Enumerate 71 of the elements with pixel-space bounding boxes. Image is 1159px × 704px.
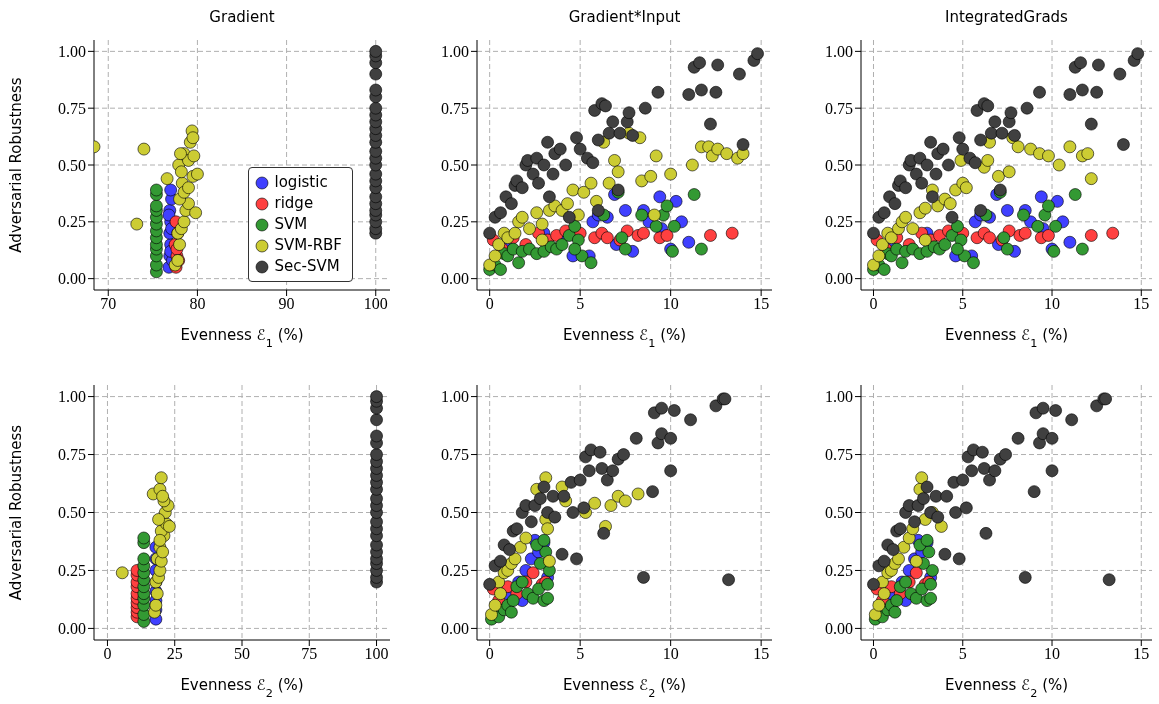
x-tick-label: 10 (1044, 295, 1061, 313)
y-tick-label: 1.00 (825, 43, 853, 61)
y-tick-label: 0.00 (441, 620, 469, 638)
x-tick-label: 50 (234, 645, 250, 663)
y-tick-label: 0.75 (58, 446, 86, 464)
y-tick-label: 0.00 (58, 620, 86, 638)
y-tick-label: 0.25 (441, 562, 469, 580)
y-tick-label: 0.00 (441, 270, 469, 288)
y-tick-label: 1.00 (441, 43, 469, 61)
y-tick-label: 0.00 (825, 620, 853, 638)
x-tick-label: 0 (485, 645, 494, 663)
y-tick-label: 0.75 (441, 99, 469, 117)
chart-title: Gradient (208, 8, 276, 26)
x-tick-label: 100 (364, 645, 389, 663)
x-tick-label: 100 (363, 295, 388, 313)
x-tick-label: 90 (278, 295, 295, 313)
x-tick-label: 0 (103, 645, 112, 663)
x-tick-label: 5 (576, 295, 585, 313)
y-tick-label: 0.50 (825, 156, 853, 174)
y-tick-label: 0.00 (825, 270, 853, 288)
y-tick-label: 0.25 (825, 562, 853, 580)
chart-title: Gradient*Input (567, 8, 682, 26)
y-tick-label: 0.75 (825, 99, 853, 117)
legend-label: SVM-RBF (274, 235, 342, 256)
x-tick-label: 10 (662, 295, 679, 313)
x-axis-title: Evenness ℰ$_{2}$ (%) (944, 676, 1069, 700)
x-tick-label: 25 (166, 645, 183, 663)
y-tick-label: 0.25 (825, 213, 853, 231)
y-tick-label: 0.00 (58, 270, 86, 288)
legend-label: ridge (274, 193, 314, 214)
x-tick-label: 15 (753, 645, 770, 663)
y-tick-label: 0.75 (58, 99, 86, 117)
x-tick-label: 0 (485, 295, 494, 313)
x-tick-label: 5 (958, 645, 967, 663)
y-axis-title: Adversarial Robustness (6, 424, 25, 601)
y-tick-label: 1.00 (825, 388, 853, 406)
x-tick-label: 15 (1133, 295, 1150, 313)
x-tick-label: 5 (576, 645, 585, 663)
x-axis-title: Evenness ℰ$_{1}$ (%) (944, 326, 1069, 350)
x-tick-label: 0 (869, 645, 878, 663)
y-tick-label: 0.25 (58, 562, 86, 580)
y-tick-label: 1.00 (58, 43, 86, 61)
y-tick-label: 0.50 (441, 156, 469, 174)
x-tick-label: 0 (869, 295, 878, 313)
x-tick-label: 10 (662, 645, 679, 663)
y-tick-label: 0.75 (825, 446, 853, 464)
legend-label: Sec-SVM (274, 256, 340, 277)
y-tick-label: 0.50 (441, 504, 469, 522)
x-tick-label: 70 (100, 295, 117, 313)
chart-title: IntegratedGrads (944, 8, 1069, 26)
x-tick-label: 15 (753, 295, 770, 313)
y-tick-label: 0.75 (441, 446, 469, 464)
x-axis-title: Evenness ℰ$_{2}$ (%) (562, 676, 687, 700)
legend-label: SVM (274, 214, 308, 235)
y-tick-label: 0.50 (825, 504, 853, 522)
legend-label: logistic (274, 172, 328, 193)
x-tick-label: 5 (958, 295, 967, 313)
x-tick-label: 80 (189, 295, 206, 313)
y-tick-label: 0.25 (441, 213, 469, 231)
y-tick-label: 1.00 (441, 388, 469, 406)
y-tick-label: 0.25 (58, 213, 86, 231)
x-axis-title: Evenness ℰ$_{2}$ (%) (180, 676, 304, 700)
x-axis-title: Evenness ℰ$_{1}$ (%) (562, 326, 687, 350)
x-tick-label: 75 (301, 645, 318, 663)
x-axis-title: Evenness ℰ$_{1}$ (%) (180, 326, 304, 350)
y-tick-label: 0.50 (58, 504, 86, 522)
y-axis-title: Adversarial Robustness (6, 77, 25, 253)
y-tick-label: 1.00 (58, 388, 86, 406)
y-tick-label: 0.50 (58, 156, 86, 174)
x-tick-label: 15 (1133, 645, 1150, 663)
x-tick-label: 10 (1044, 645, 1061, 663)
